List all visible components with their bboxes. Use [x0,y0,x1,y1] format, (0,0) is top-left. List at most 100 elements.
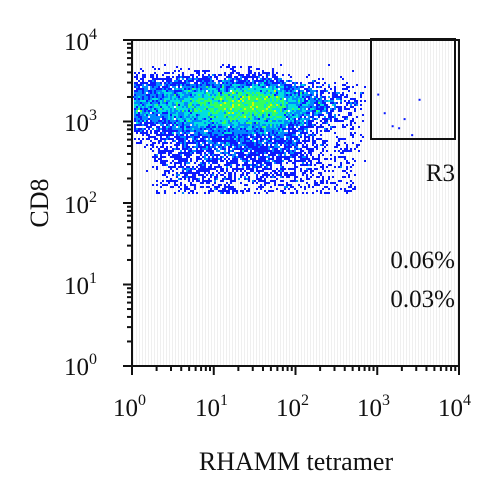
density-cell [274,136,276,138]
density-cell [280,90,282,92]
density-cell [152,74,154,76]
density-cell [264,92,266,94]
density-cell [272,80,274,82]
density-cell [142,92,144,94]
density-cell [268,146,270,148]
density-cell [236,166,238,168]
density-cell [138,114,140,116]
density-cell [244,112,246,114]
density-cell [314,90,316,92]
density-cell [350,106,352,108]
density-cell [140,96,142,98]
density-cell [316,110,318,112]
density-cell [180,184,182,186]
density-cell [280,82,282,84]
density-cell [250,118,252,120]
density-cell [234,112,236,114]
density-cell [278,78,280,80]
density-cell [248,86,250,88]
density-cell [288,124,290,126]
density-cell [182,172,184,174]
density-cell [264,118,266,120]
density-cell [178,132,180,134]
density-cell [166,134,168,136]
density-cell [308,168,310,170]
density-cell [352,86,354,88]
density-cell [268,126,270,128]
density-cell [208,112,210,114]
density-cell [196,72,198,74]
density-cell [278,162,280,164]
density-cell [334,120,336,122]
density-cell [346,108,348,110]
density-cell [166,84,168,86]
density-cell [242,112,244,114]
density-cell [134,130,136,132]
density-cell [282,148,284,150]
density-cell [168,136,170,138]
density-cell [162,130,164,132]
density-cell [346,190,348,192]
density-cell [156,134,158,136]
density-cell [258,156,260,158]
density-cell [228,164,230,166]
density-cell [248,102,250,104]
density-cell [350,122,352,124]
density-cell [262,120,264,122]
density-cell [232,142,234,144]
density-cell [268,90,270,92]
density-cell [218,136,220,138]
density-cell [142,106,144,108]
density-cell [310,162,312,164]
density-cell [298,96,300,98]
density-cell [340,156,342,158]
density-cell [210,82,212,84]
density-cell [160,150,162,152]
density-cell [216,122,218,124]
density-cell [272,120,274,122]
density-cell [210,164,212,166]
density-cell [302,146,304,148]
density-cell [156,120,158,122]
density-cell [228,74,230,76]
density-cell [196,138,198,140]
density-cell [330,88,332,90]
density-cell [176,100,178,102]
density-cell [290,152,292,154]
density-cell [324,102,326,104]
density-cell [208,84,210,86]
density-cell [296,100,298,102]
density-cell [260,96,262,98]
density-cell [334,90,336,92]
density-cell [142,98,144,100]
density-cell [252,128,254,130]
density-cell [210,88,212,90]
density-cell [210,190,212,192]
density-cell [222,120,224,122]
density-cell [260,134,262,136]
density-cell [216,118,218,120]
density-cell [198,110,200,112]
density-cell [150,88,152,90]
density-cell [340,98,342,100]
density-cell [274,96,276,98]
density-cell [242,90,244,92]
density-cell [306,120,308,122]
density-cell [284,106,286,108]
density-cell [156,94,158,96]
density-cell [180,88,182,90]
density-cell [176,78,178,80]
density-cell [230,78,232,80]
density-cell [166,108,168,110]
density-cell [196,150,198,152]
density-cell [236,134,238,136]
density-cell [328,84,330,86]
density-cell [234,138,236,140]
density-cell [304,164,306,166]
density-cell [170,78,172,80]
density-cell [234,148,236,150]
density-cell [316,92,318,94]
density-cell [200,88,202,90]
density-cell [176,136,178,138]
density-cell [176,176,178,178]
